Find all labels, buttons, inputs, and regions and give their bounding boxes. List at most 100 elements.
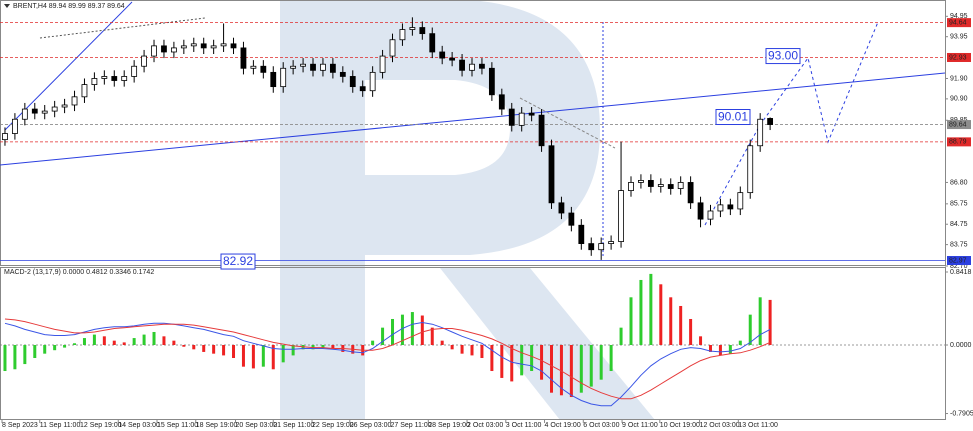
y-tick-label: 85.75 [950,201,968,208]
histogram-bar [391,318,395,345]
candle-body [12,118,18,134]
histogram-bar [3,344,7,372]
y-tick-label: -0.7905 [950,410,973,417]
x-tick-label: 4 Oct 19:00 [545,422,581,429]
histogram-bar [589,344,593,387]
candle-body [101,76,108,79]
histogram-bar [33,344,37,359]
candle-body [498,94,505,110]
histogram-bar [53,344,57,351]
candle-body [260,65,267,73]
x-tick-label: 21 Sep 11:00 [273,422,314,429]
candle-body [459,59,465,71]
y-tick-label: 0.0000 [950,342,972,349]
candle-body [409,27,416,30]
histogram-bar [579,344,583,393]
candle-body [349,76,356,88]
drawings [0,1,946,258]
histogram-bar [738,340,742,345]
level-label: 82.97 [949,257,967,264]
candle-body [250,65,257,69]
candle-body [359,86,366,92]
histogram-bar [192,344,196,350]
histogram-bar [212,344,216,354]
x-tick-label: 9 Oct 11:00 [622,422,658,429]
level-label-box [947,52,971,62]
histogram-bar [371,340,375,345]
candle-body [488,67,495,96]
candle-body [657,184,664,187]
histogram-bar [758,297,762,345]
candle-body [240,47,247,69]
macd-panel-frame [0,267,946,420]
histogram-bar [629,297,633,345]
annotation-box [220,253,256,270]
histogram-bar [679,305,683,345]
histogram-bar [281,344,285,363]
x-tick-label: 18 Sep 19:00 [196,422,238,429]
histogram-bar [152,331,156,345]
x-tick-label: 14 Sep 03:00 [118,422,160,429]
histogram-bar [619,327,623,345]
candle-body [508,108,515,126]
annotation-label: 93.00 [768,49,798,63]
indicator-title: MACD-2 (13,17,9) 0.0000 0.4812 0.3346 0.… [4,269,154,276]
trend-line [0,72,946,166]
candle-body [558,202,565,214]
histogram-bar [599,344,603,380]
histogram-bar [609,344,613,372]
candle-body [161,45,167,53]
histogram-bar [748,314,752,345]
candle-body [41,110,48,114]
level-label: 94.64 [949,19,967,26]
candle-body [439,51,446,59]
level-label: 88.79 [949,139,967,146]
histogram-bar [420,315,424,345]
candle-body [180,45,187,49]
candle-body [578,224,585,244]
candle-body [568,212,575,226]
candle-body [151,45,157,57]
candle-body [687,182,694,204]
histogram-bar [182,344,186,347]
histogram-bar [172,340,176,345]
candle-body [667,184,674,189]
histogram-bar [241,344,245,367]
candle-body [638,180,644,183]
candle-body [399,29,406,41]
candle-body [220,43,227,47]
histogram-bar [430,327,434,345]
y-tick-label: 86.80 [950,179,968,186]
x-tick-label: 13 Oct 11:00 [738,422,778,429]
histogram-bar [490,344,494,372]
histogram-bar [718,344,722,356]
histogram-bar [102,336,106,345]
candle-body [230,43,237,49]
x-tick-label: 15 Sep 11:00 [157,422,198,429]
candle-body [737,192,744,210]
candle-body [767,118,774,125]
histogram-bar [112,340,116,345]
histogram-bar [559,344,563,396]
level-label-box [947,256,971,266]
candle-body [280,67,287,88]
histogram-bar [23,344,27,365]
candle-body [538,114,545,147]
candle-body [518,112,525,126]
candle-body [379,55,386,73]
dashed-line [519,97,616,149]
candle-body [369,71,376,92]
price-panel-frame [0,0,946,266]
watermark-bowl [365,0,600,255]
candle-body [588,243,595,251]
chart-title: BRENT,H4 89.94 89.99 89.37 89.64 [13,3,125,10]
candle-body [310,63,316,71]
histogram-bar [649,273,653,345]
candle-body [697,202,704,220]
x-tick-label: 28 Sep 19:00 [428,422,470,429]
histogram-bar [669,297,673,345]
histogram-bar [400,314,404,345]
candle-body [170,47,177,53]
histogram-bar [82,338,86,345]
y-tick-label: 0.8418 [950,269,972,276]
